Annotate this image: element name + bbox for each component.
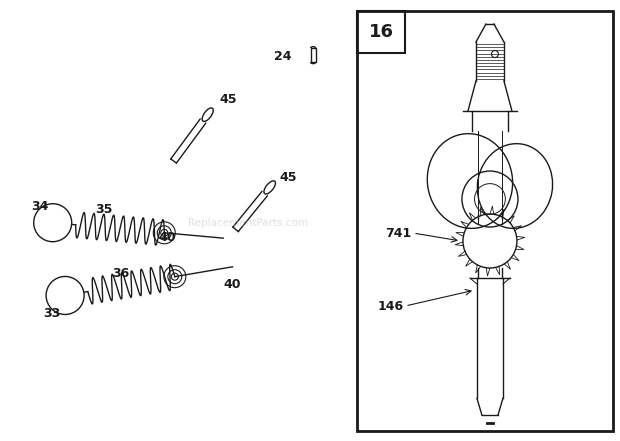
Text: ReplacementParts.com: ReplacementParts.com (188, 218, 308, 228)
Bar (311, 48, 316, 62)
Text: 16: 16 (369, 23, 394, 41)
Text: 40: 40 (158, 231, 175, 244)
Text: 33: 33 (43, 306, 60, 320)
Text: 146: 146 (377, 299, 403, 313)
Text: 741: 741 (385, 227, 411, 239)
Text: 40: 40 (223, 278, 241, 291)
Text: 24: 24 (274, 50, 291, 63)
Text: 45: 45 (219, 93, 237, 106)
Text: 35: 35 (95, 203, 113, 216)
Bar (357, 11, 405, 53)
Text: 45: 45 (280, 171, 297, 184)
Text: 34: 34 (32, 200, 49, 213)
Text: 36: 36 (112, 267, 130, 280)
Bar (357, 11, 613, 431)
